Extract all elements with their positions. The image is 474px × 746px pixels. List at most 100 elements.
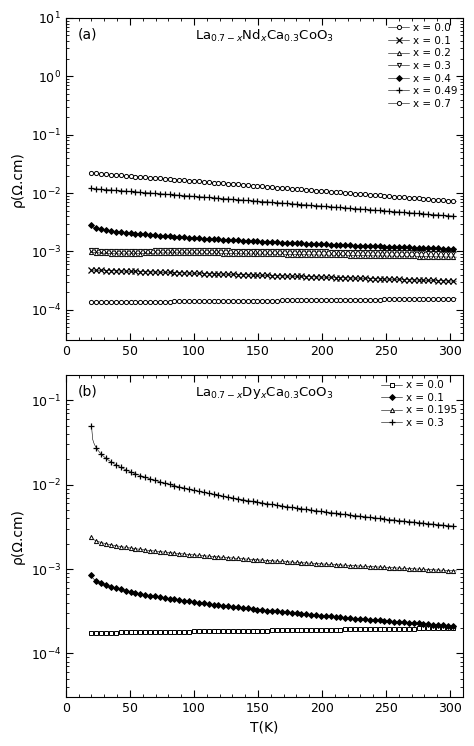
x = 0.7 xyxy=(89,298,94,307)
x = 0.0 xyxy=(454,197,459,206)
Text: La$_{0.7-x}$Nd$_x$Ca$_{0.3}$CoO$_3$: La$_{0.7-x}$Nd$_x$Ca$_{0.3}$CoO$_3$ xyxy=(195,28,334,44)
Line: x = 0.4: x = 0.4 xyxy=(90,223,458,251)
x = 0.49 xyxy=(90,184,96,193)
x = 0.2 xyxy=(419,252,425,261)
Line: x = 0.3: x = 0.3 xyxy=(89,423,459,529)
x = 0.0 xyxy=(312,625,318,634)
x = 0.3 xyxy=(306,247,311,256)
x = 0.3 xyxy=(419,518,425,527)
x = 0.1 xyxy=(89,266,94,275)
x = 0.3 xyxy=(89,245,94,254)
x = 0.0 xyxy=(305,186,310,195)
x = 0.1 xyxy=(312,610,318,619)
x = 0.0 xyxy=(419,624,425,633)
x = 0.1 xyxy=(90,574,96,583)
x = 0.7 xyxy=(306,295,311,304)
x = 0.0 xyxy=(454,624,459,633)
x = 0.4 xyxy=(454,245,459,254)
x = 0.49 xyxy=(312,201,318,210)
x = 0.7 xyxy=(396,295,402,304)
Line: x = 0.195: x = 0.195 xyxy=(90,535,458,573)
x = 0.1 xyxy=(454,277,459,286)
x = 0.3 xyxy=(306,505,311,514)
x = 0.1 xyxy=(396,275,402,284)
x = 0.3 xyxy=(305,505,310,514)
x = 0.49 xyxy=(454,212,459,221)
Line: x = 0.0: x = 0.0 xyxy=(90,171,458,204)
x = 0.4 xyxy=(396,242,402,251)
x = 0.2 xyxy=(312,251,318,260)
x = 0.1 xyxy=(454,621,459,630)
Line: x = 0.3: x = 0.3 xyxy=(90,248,458,255)
x = 0.195 xyxy=(419,565,425,574)
x = 0.3 xyxy=(312,247,318,256)
x = 0.49 xyxy=(396,207,402,216)
x = 0.7 xyxy=(305,295,310,304)
x = 0.0 xyxy=(306,186,311,195)
x = 0.1 xyxy=(306,272,311,281)
x = 0.3 xyxy=(396,516,402,525)
x = 0.1 xyxy=(89,571,94,580)
x = 0.3 xyxy=(419,248,425,257)
x = 0.195 xyxy=(305,559,310,568)
x = 0.195 xyxy=(312,559,318,568)
x = 0.3 xyxy=(89,421,94,430)
Y-axis label: ρ(Ω.cm): ρ(Ω.cm) xyxy=(11,151,25,207)
Line: x = 0.1: x = 0.1 xyxy=(90,573,458,628)
x = 0.0 xyxy=(305,625,310,634)
x = 0.0 xyxy=(306,625,311,634)
Text: (a): (a) xyxy=(78,28,97,42)
x = 0.195 xyxy=(306,559,311,568)
X-axis label: T(K): T(K) xyxy=(250,721,279,735)
x = 0.1 xyxy=(419,619,425,628)
x = 0.1 xyxy=(306,610,311,619)
Line: x = 0.7: x = 0.7 xyxy=(90,297,458,304)
x = 0.1 xyxy=(419,276,425,285)
x = 0.4 xyxy=(305,239,310,248)
x = 0.0 xyxy=(90,169,96,178)
x = 0.7 xyxy=(90,298,96,307)
x = 0.4 xyxy=(306,239,311,248)
x = 0.1 xyxy=(305,610,310,619)
x = 0.0 xyxy=(90,628,96,637)
x = 0.49 xyxy=(306,201,311,210)
x = 0.0 xyxy=(89,169,94,178)
x = 0.3 xyxy=(396,248,402,257)
x = 0.4 xyxy=(419,243,425,252)
x = 0.0 xyxy=(312,186,318,195)
x = 0.1 xyxy=(305,272,310,281)
x = 0.3 xyxy=(454,248,459,257)
Line: x = 0.1: x = 0.1 xyxy=(89,267,459,284)
x = 0.49 xyxy=(305,201,310,210)
x = 0.2 xyxy=(90,248,96,257)
Text: La$_{0.7-x}$Dy$_x$Ca$_{0.3}$CoO$_3$: La$_{0.7-x}$Dy$_x$Ca$_{0.3}$CoO$_3$ xyxy=(195,385,334,401)
x = 0.0 xyxy=(396,192,402,201)
x = 0.195 xyxy=(396,564,402,573)
x = 0.195 xyxy=(454,566,459,575)
x = 0.4 xyxy=(89,221,94,230)
x = 0.2 xyxy=(306,251,311,260)
x = 0.3 xyxy=(312,506,318,515)
x = 0.4 xyxy=(312,239,318,248)
x = 0.1 xyxy=(312,272,318,281)
Line: x = 0.49: x = 0.49 xyxy=(89,186,459,219)
x = 0.195 xyxy=(89,533,94,542)
x = 0.2 xyxy=(305,251,310,260)
x = 0.195 xyxy=(90,534,96,543)
x = 0.1 xyxy=(396,618,402,627)
x = 0.2 xyxy=(89,248,94,257)
x = 0.3 xyxy=(90,245,96,254)
Legend: x = 0.0, x = 0.1, x = 0.2, x = 0.3, x = 0.4, x = 0.49, x = 0.7: x = 0.0, x = 0.1, x = 0.2, x = 0.3, x = … xyxy=(386,21,460,111)
x = 0.7 xyxy=(454,295,459,304)
x = 0.49 xyxy=(89,184,94,193)
x = 0.2 xyxy=(454,253,459,262)
Text: (b): (b) xyxy=(78,385,98,398)
x = 0.2 xyxy=(396,252,402,261)
x = 0.3 xyxy=(90,435,96,444)
Line: x = 0.0: x = 0.0 xyxy=(90,626,458,635)
x = 0.0 xyxy=(89,628,94,637)
Line: x = 0.2: x = 0.2 xyxy=(90,251,458,260)
x = 0.0 xyxy=(419,194,425,203)
x = 0.3 xyxy=(305,247,310,256)
Legend: x = 0.0, x = 0.1, x = 0.195, x = 0.3: x = 0.0, x = 0.1, x = 0.195, x = 0.3 xyxy=(379,378,460,430)
